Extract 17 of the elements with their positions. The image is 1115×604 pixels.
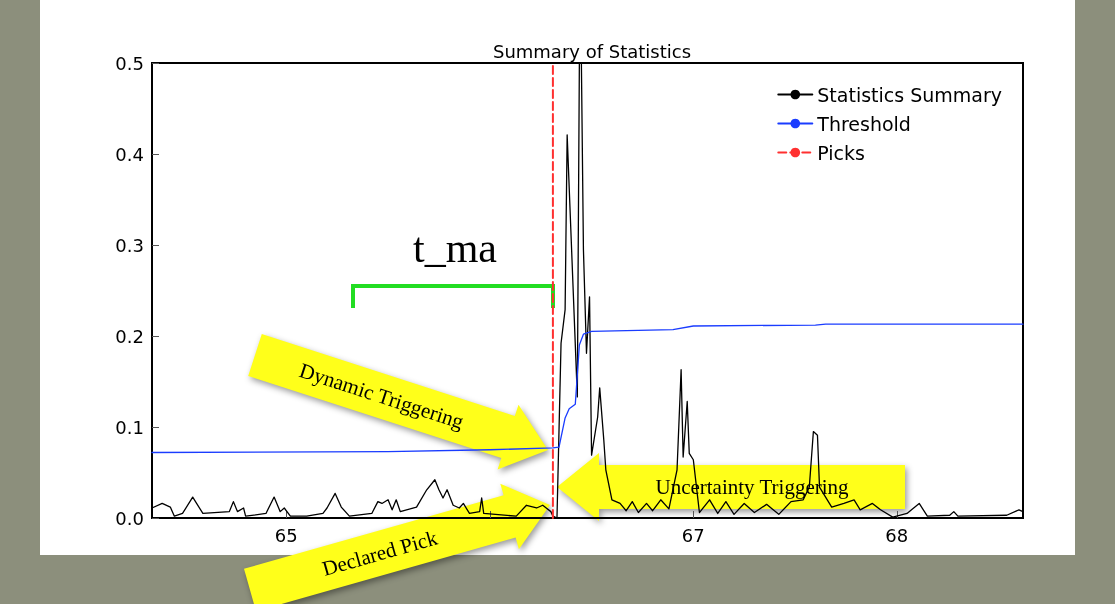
- annotation: t_ma: [413, 225, 498, 271]
- legend-label: Statistics Summary: [817, 83, 1003, 106]
- y-tick-label: 0.2: [115, 325, 144, 347]
- line-series: [151, 62, 1024, 519]
- y-tick-label: 0.0: [115, 507, 144, 529]
- legend-label: Threshold: [816, 112, 911, 135]
- x-tick-label: 67: [681, 524, 705, 546]
- chart-title: Summary of Statistics: [492, 40, 692, 62]
- y-tick-label: 0.5: [115, 52, 144, 74]
- x-tick-label: 65: [274, 524, 298, 546]
- legend-label: Picks: [817, 141, 865, 164]
- text: Declared Pick: [319, 525, 441, 581]
- y-tick-label: 0.1: [115, 416, 144, 438]
- y-tick-label: 0.4: [115, 143, 144, 165]
- y-tick-label: 0.3: [115, 234, 144, 256]
- x-tick-label: 68: [885, 524, 909, 546]
- line-series: [151, 323, 1024, 454]
